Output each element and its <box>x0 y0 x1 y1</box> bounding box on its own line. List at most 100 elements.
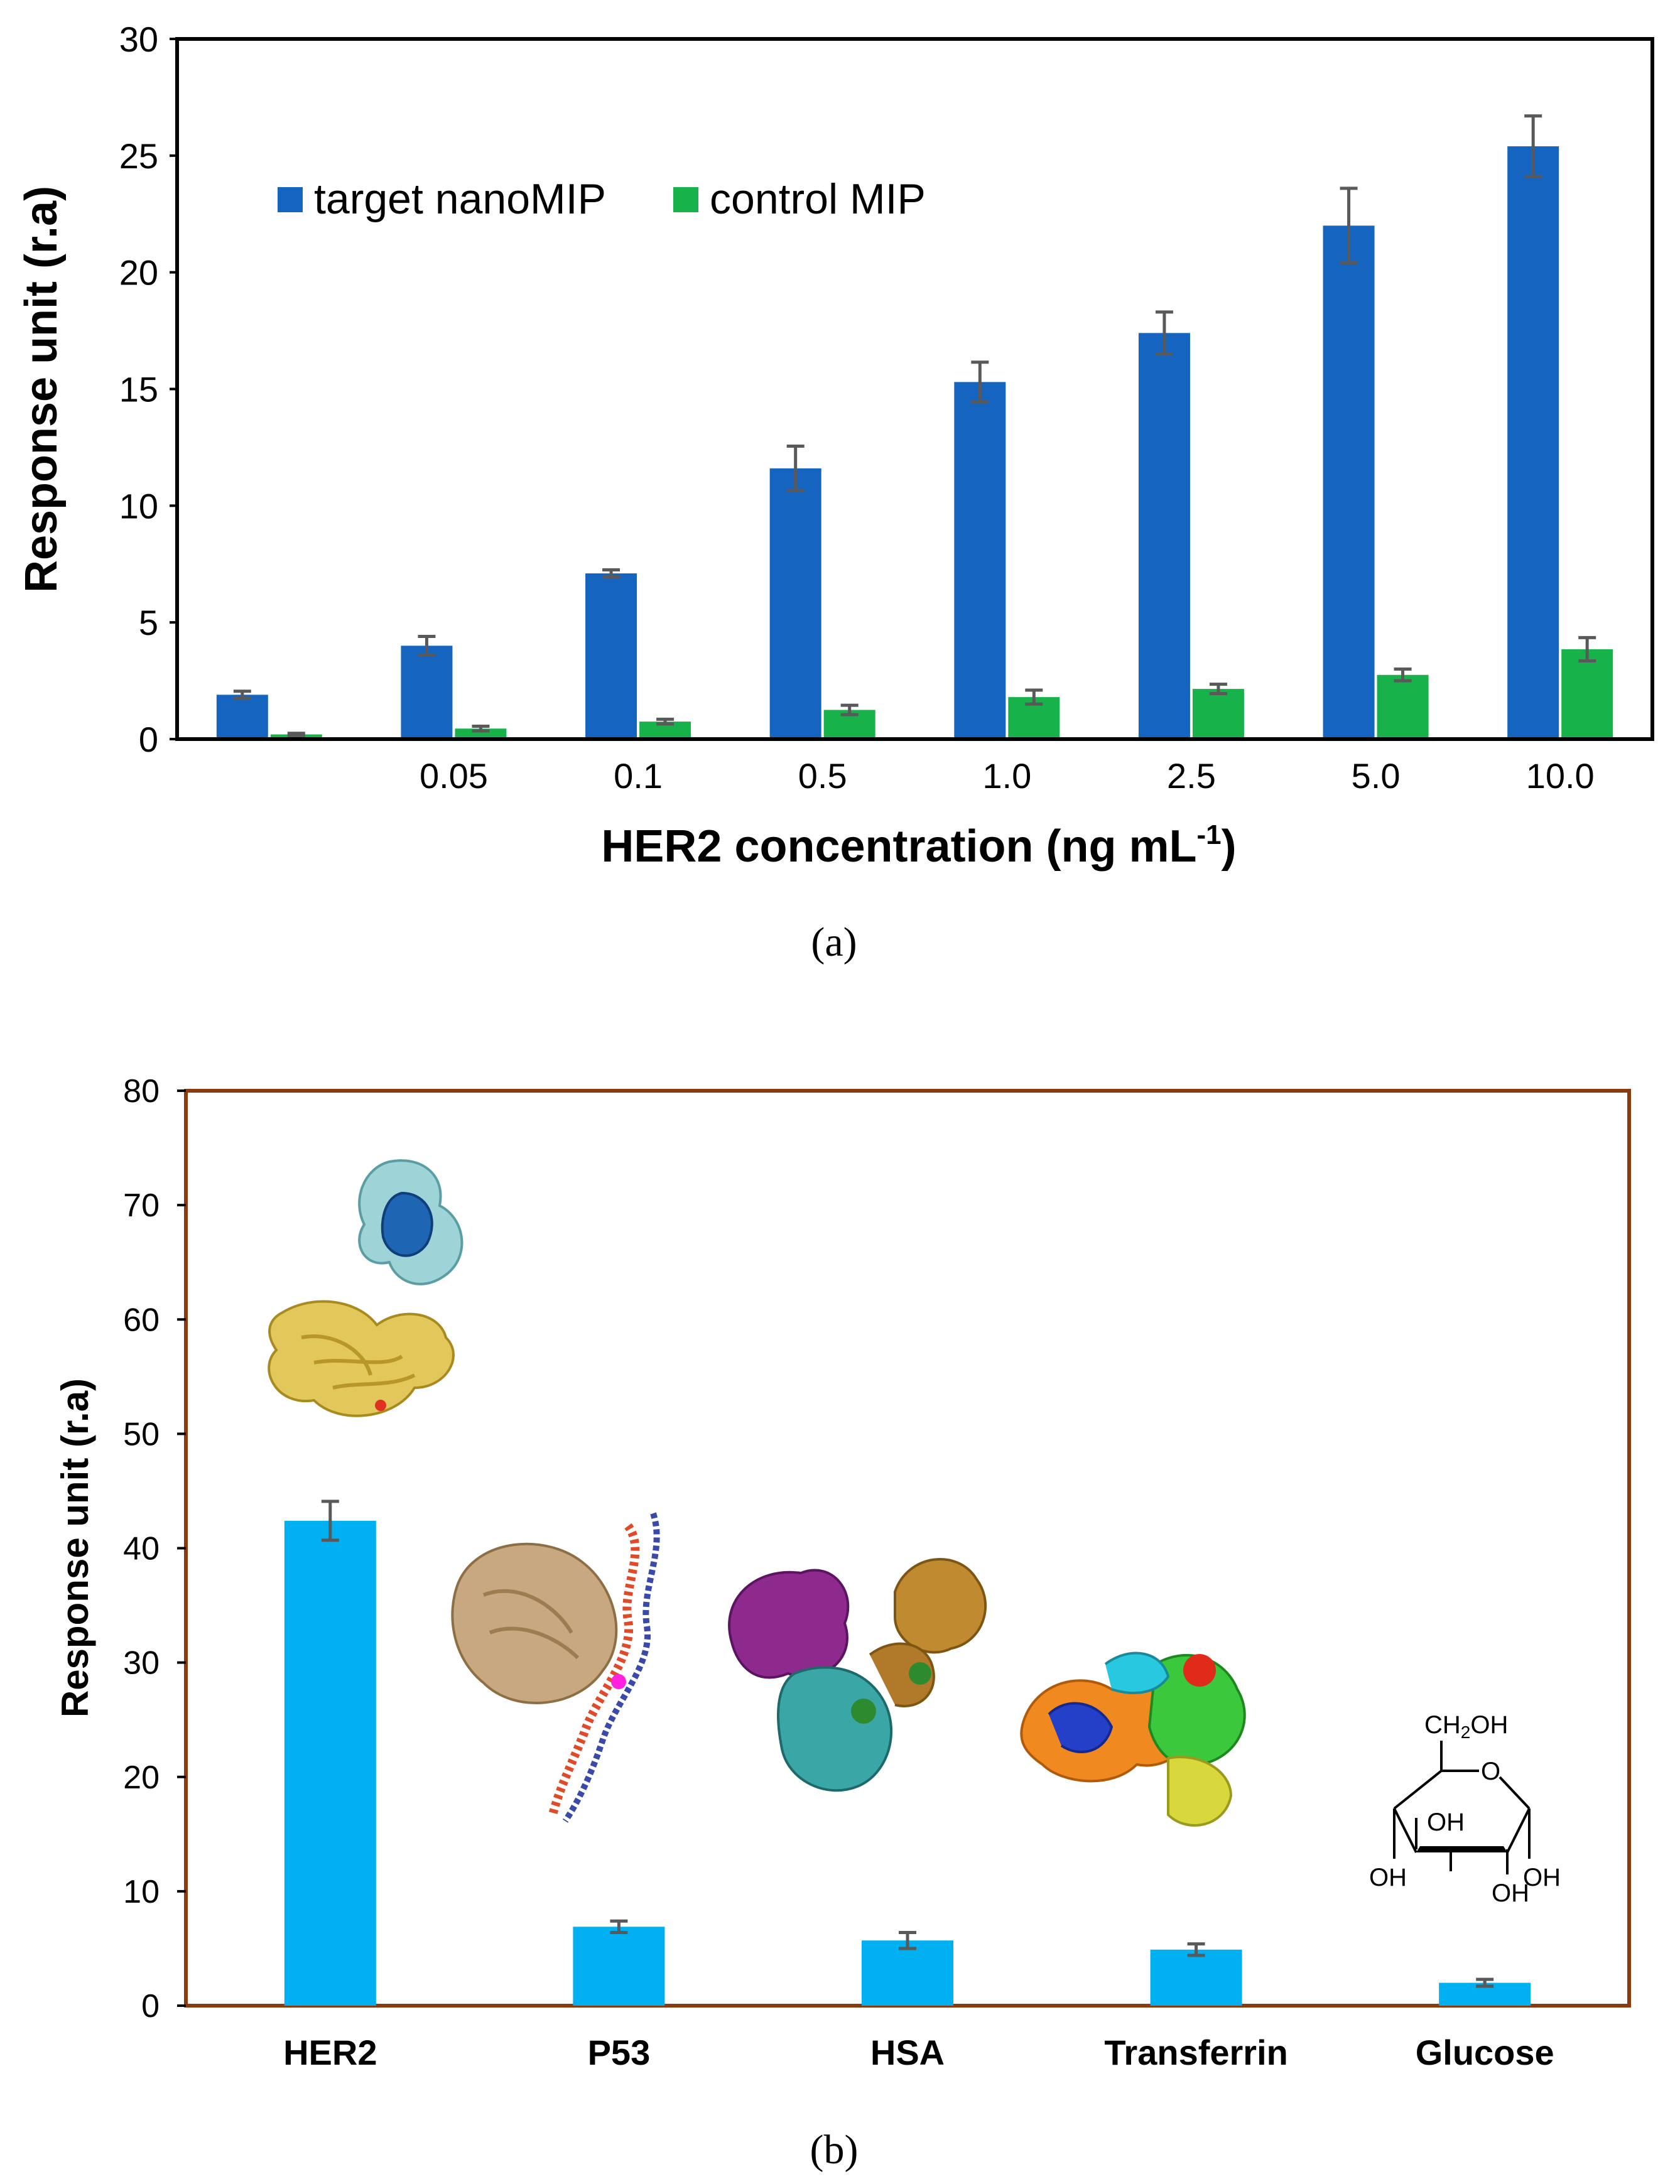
control-mip-bar-7 <box>1561 649 1613 739</box>
hsa-structure-image <box>728 1558 987 1792</box>
panel-b-y-ticks: 0 10 20 30 40 50 60 70 80 <box>123 1073 186 2025</box>
panel-a-x-axis-title-sup: -1 <box>1196 819 1221 850</box>
control-mip-error-5 <box>1209 683 1227 696</box>
target-nanomip-error-3 <box>786 445 805 492</box>
panel-a-y-tick-label: 20 <box>119 253 158 293</box>
target-nanomip-error-2 <box>602 568 621 579</box>
panel-b-y-tick-label: 60 <box>123 1302 160 1338</box>
panel-b-error-p53 <box>610 1919 628 1934</box>
panel-a-y-tick-label: 0 <box>139 720 158 759</box>
panel-a-y-tick-label: 10 <box>119 486 158 526</box>
panel-b-y-axis-title: Response unit (r.a) <box>54 1378 96 1717</box>
legend-label-control: control MIP <box>710 175 926 223</box>
panel-b-y-tick-label: 80 <box>123 1073 160 1110</box>
panel-a-x-tick-label: 0.1 <box>614 756 663 796</box>
panel-b-y-tick-label: 30 <box>123 1645 160 1682</box>
panel-a-error-bars <box>233 114 1596 737</box>
panel-a-plot-frame <box>175 37 1654 741</box>
panel-a-x-tick-label: 0.5 <box>798 756 847 796</box>
panel-b-x-tick-label: HER2 <box>283 2033 377 2072</box>
panel-a-label: (a) <box>811 919 857 965</box>
p53-structure-image <box>451 1512 660 1823</box>
panel-b-y-tick-label: 20 <box>123 1760 160 1796</box>
target-nanomip-bar-3 <box>769 468 821 739</box>
target-nanomip-error-1 <box>418 634 436 657</box>
target-nanomip-bar-7 <box>1507 146 1559 739</box>
panel-b-error-hsa <box>899 1930 916 1950</box>
control-mip-error-0 <box>287 732 305 737</box>
her2-structure-image <box>268 1159 463 1417</box>
panel-b-x-tick-label: HSA <box>870 2033 945 2072</box>
control-mip-bar-5 <box>1192 689 1244 739</box>
panel-b-bar-p53 <box>573 1927 665 2006</box>
panel-b-error-her2 <box>321 1500 339 1542</box>
panel-b-chart: CH2OH O OH OH OH OH 0 10 20 30 40 50 60 70 80 HE… <box>54 1073 1631 2173</box>
target-nanomip-error-4 <box>971 360 989 404</box>
panel-a-bars <box>216 146 1613 739</box>
target-nanomip-error-0 <box>233 689 251 700</box>
panel-b-y-tick-label: 50 <box>123 1416 160 1452</box>
control-mip-error-1 <box>472 725 490 733</box>
target-nanomip-bar-2 <box>585 573 637 739</box>
target-nanomip-bar-4 <box>954 382 1006 739</box>
control-mip-bar-6 <box>1377 674 1429 739</box>
control-mip-error-6 <box>1394 668 1412 683</box>
target-nanomip-error-5 <box>1155 310 1173 356</box>
panel-a-x-tick-label: 1.0 <box>982 756 1031 796</box>
glucose-oh-2: OH <box>1369 1864 1407 1891</box>
target-nanomip-error-7 <box>1524 114 1542 178</box>
panel-a-y-tick-label: 30 <box>119 19 158 59</box>
panel-b-label: (b) <box>810 2127 859 2173</box>
panel-b-bar-hsa <box>862 1940 953 2006</box>
panel-a-x-ticks: 0.05 0.1 0.5 1.0 2.5 5.0 10.0 <box>420 756 1595 796</box>
panel-a-legend: target nanoMIP control MIP <box>278 175 926 223</box>
target-nanomip-bar-1 <box>401 646 453 739</box>
panel-b-y-tick-label: 70 <box>123 1187 160 1224</box>
panel-b-bar-transferrin <box>1150 1949 1242 2006</box>
panel-a-y-ticks: 0 5 10 15 20 25 30 <box>119 19 177 759</box>
target-nanomip-bar-6 <box>1323 225 1375 739</box>
target-nanomip-error-6 <box>1340 187 1358 265</box>
panel-a-chart: 0 5 10 15 20 25 30 0.05 0.1 0.5 1.0 2.5 5.0 10.0 Res… <box>16 19 1654 965</box>
transferrin-structure-image <box>1020 1652 1246 1827</box>
panel-b-bar-her2 <box>284 1520 376 2006</box>
target-nanomip-bar-0 <box>216 695 268 739</box>
panel-a-x-axis-title-main: HER2 concentration (ng mL <box>601 821 1196 872</box>
panel-a-x-axis-title: HER2 concentration (ng mL-1) <box>601 819 1236 872</box>
panel-a-y-tick-label: 15 <box>119 370 158 409</box>
panel-b-error-bars <box>321 1500 1494 1988</box>
panel-b-x-ticks: HER2 P53 HSA Transferrin Glucose <box>283 2033 1554 2072</box>
glucose-oh-3: OH <box>1523 1864 1561 1891</box>
panel-b-y-tick-label: 40 <box>123 1531 160 1567</box>
panel-b-x-tick-label: Transferrin <box>1104 2033 1288 2072</box>
panel-b-y-tick-label: 0 <box>141 1988 160 2025</box>
panel-a-x-tick-label: 5.0 <box>1352 756 1401 796</box>
control-mip-bar-1 <box>455 728 507 739</box>
legend-swatch-control <box>673 187 698 212</box>
panel-a-x-tick-label: 10.0 <box>1526 756 1595 796</box>
panel-a-x-tick-label: 0.05 <box>420 756 488 796</box>
panel-b-y-tick-label: 10 <box>123 1874 160 1910</box>
control-mip-error-4 <box>1025 688 1043 706</box>
glucose-ring-oxygen: O <box>1481 1758 1500 1785</box>
glucose-ch2oh-label: CH2OH <box>1424 1711 1508 1742</box>
control-mip-error-3 <box>840 703 859 716</box>
glucose-oh-1: OH <box>1427 1808 1465 1836</box>
panel-a-y-axis-title: Response unit (r.a) <box>16 186 67 593</box>
panel-b-error-glucose <box>1476 1977 1494 1988</box>
panel-b-x-tick-label: Glucose <box>1416 2033 1554 2072</box>
control-mip-error-2 <box>656 717 675 726</box>
panel-a-y-tick-label: 25 <box>119 136 158 176</box>
panel-a-x-tick-label: 2.5 <box>1167 756 1216 796</box>
legend-label-target: target nanoMIP <box>314 175 606 223</box>
panel-b-bars <box>284 1520 1531 2006</box>
control-mip-error-7 <box>1578 635 1596 662</box>
panel-a-x-axis-title-close: ) <box>1222 821 1237 872</box>
glucose-oh-4: OH <box>1492 1879 1529 1907</box>
legend-swatch-target <box>278 187 303 212</box>
target-nanomip-bar-5 <box>1138 333 1190 739</box>
panel-a-y-tick-label: 5 <box>139 603 158 642</box>
glucose-structure-image: CH2OH O OH OH OH OH <box>1369 1711 1561 1907</box>
panel-b-x-tick-label: P53 <box>588 2033 651 2072</box>
